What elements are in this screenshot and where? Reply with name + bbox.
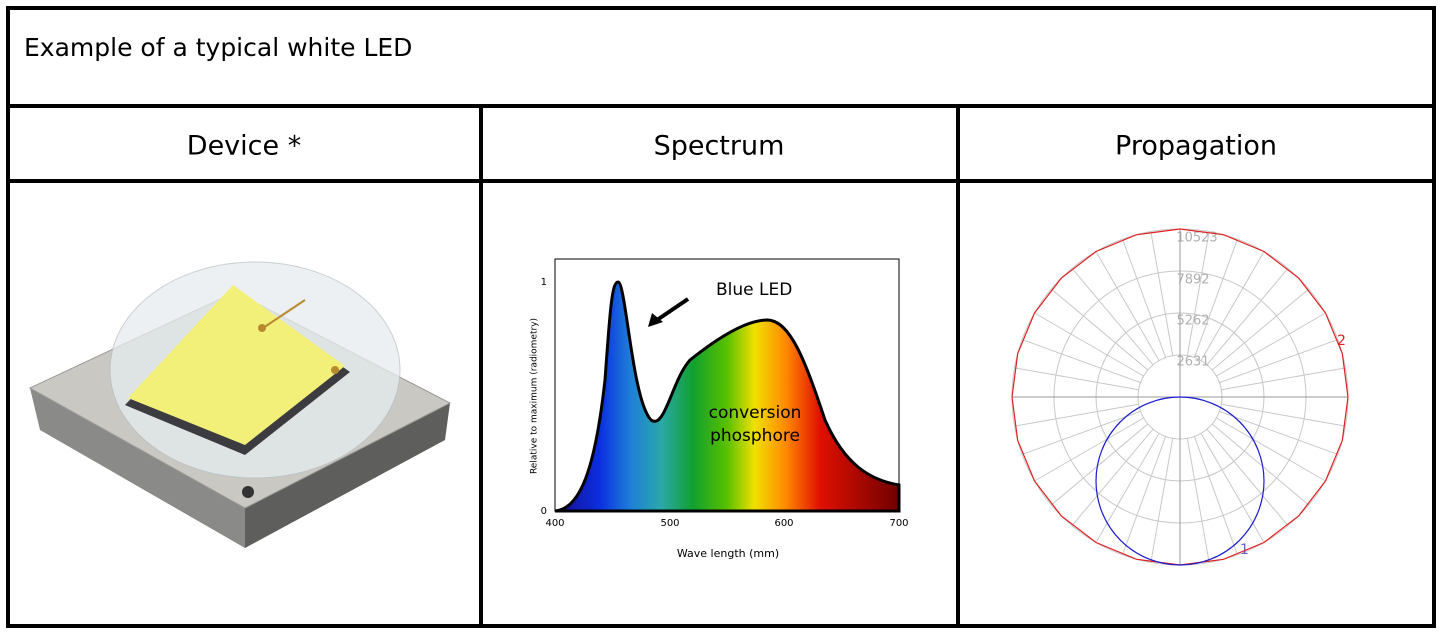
polar-grid [1150, 231, 1174, 356]
polar-grid [1219, 410, 1339, 455]
polar-grid [1219, 339, 1339, 384]
polar-grid [1021, 410, 1141, 455]
polar-grid [1071, 267, 1154, 366]
x-tick-label: 700 [889, 518, 908, 529]
x-axis-label: Wave length (mm) [677, 547, 779, 560]
polar-grid [1071, 428, 1154, 527]
spectrum-figure: Blue LED conversion phosphore 400 500 60… [530, 258, 909, 560]
polar-grid [1095, 433, 1160, 543]
y-tick-label: 0 [541, 506, 547, 517]
x-tick-label: 500 [660, 518, 679, 529]
device-image [28, 261, 452, 548]
polar-grid [1050, 423, 1149, 506]
annotation: Blue LED [716, 280, 792, 300]
blue-curve [1095, 396, 1265, 566]
x-tick-label: 600 [774, 518, 793, 529]
polar-grid [1050, 288, 1149, 371]
annotation: phosphore [710, 426, 800, 446]
polar-grid [1193, 436, 1238, 556]
title: Example of a typical white LED [24, 33, 412, 62]
polar-grid [1200, 433, 1265, 543]
polar-grid [1221, 367, 1346, 391]
polar-grid [1221, 403, 1346, 427]
polar-grid [1150, 438, 1174, 563]
spectrum-curve [554, 280, 901, 513]
table-frame [6, 6, 1436, 628]
polar-grid [1211, 423, 1310, 506]
column-header: Device * [187, 131, 301, 162]
red-curve [1011, 228, 1349, 566]
y-axis-label: Relative to maximum (radiometry) [530, 318, 540, 474]
column-header: Spectrum [654, 131, 785, 162]
column-header: Propagation [1115, 131, 1277, 162]
polar-grid [1186, 231, 1210, 356]
curve-label: 2 [1337, 333, 1346, 349]
polar-grid [1095, 251, 1160, 361]
polar-grid [1014, 367, 1139, 391]
ring-label: 10523 [1176, 231, 1217, 246]
polar-grid [1206, 428, 1289, 527]
polar-grid [1034, 417, 1144, 482]
polar-grid [1122, 436, 1167, 556]
polar-grid [1122, 238, 1167, 358]
polar-grid [1206, 267, 1289, 366]
ring-label: 2631 [1176, 355, 1209, 370]
polar-grid [1034, 312, 1144, 377]
polar-grid [1014, 403, 1139, 427]
annotation: conversion [709, 403, 802, 423]
polar-grid [1021, 339, 1141, 384]
polar-grid [1211, 288, 1310, 371]
polar-grid [1186, 438, 1210, 563]
propagation-figure: 10523 7892 5262 2631 2 1 [1011, 228, 1349, 566]
ring-label: 5262 [1176, 314, 1209, 329]
polar-grid [1216, 312, 1326, 377]
x-tick-label: 400 [545, 518, 564, 529]
y-tick-label: 1 [541, 277, 547, 288]
polar-grid [1216, 417, 1326, 482]
polar-grid [1193, 238, 1238, 358]
ring-label: 7892 [1176, 273, 1209, 288]
polar-grid [1200, 251, 1265, 361]
